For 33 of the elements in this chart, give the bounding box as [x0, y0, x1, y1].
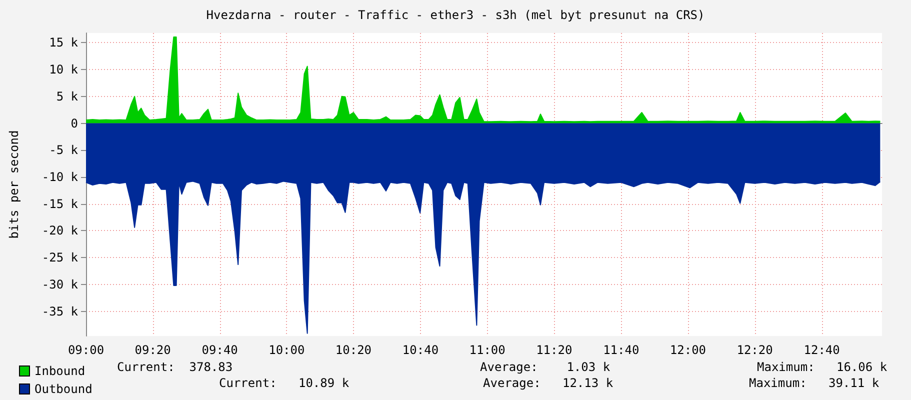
- legend-label: Outbound: [34, 382, 92, 396]
- x-tick-label: 11:00: [469, 343, 506, 357]
- y-tick-label: 15 k: [49, 36, 79, 50]
- y-tick-label: -20 k: [42, 224, 79, 238]
- x-tick-label: 12:00: [670, 343, 706, 357]
- legend-label: Inbound: [34, 364, 86, 378]
- text: Current: 10.89 k: [219, 376, 350, 390]
- text: Maximum: 16.06 k: [757, 360, 888, 374]
- x-tick-label: 10:00: [268, 343, 305, 357]
- y-tick-label: -25 k: [42, 250, 79, 265]
- text: Average: 1.03 k: [480, 360, 611, 374]
- x-tick-label: 09:20: [134, 343, 171, 357]
- x-tick-label: 09:40: [202, 343, 238, 357]
- text: Current: 378.83: [117, 360, 233, 374]
- x-tick-label: 10:20: [335, 343, 372, 357]
- text: Average: 12.13 k: [483, 376, 614, 390]
- y-tick-label: -15 k: [42, 196, 79, 211]
- x-tick-label: 11:40: [603, 343, 640, 357]
- y-tick-label: -5 k: [49, 143, 79, 158]
- x-tick-label: 11:20: [536, 343, 572, 357]
- y-tick-label: -30 k: [42, 277, 79, 292]
- y-tick-label: -35 k: [42, 304, 79, 318]
- y-tick-label: -10 k: [42, 170, 79, 184]
- y-axis-title: bits per second: [7, 130, 21, 239]
- text: Maximum: 39.11 k: [749, 376, 880, 390]
- x-tick-label: 09:00: [68, 343, 104, 357]
- x-tick-label: 12:20: [736, 343, 773, 357]
- x-tick-label: 12:40: [804, 343, 840, 357]
- y-tick-label: 5 k: [56, 89, 79, 104]
- x-tick-label: 10:40: [402, 343, 439, 357]
- chart-title: Hvezdarna - router - Traffic - ether3 - s3h (mel byt presunut na CRS): [206, 8, 705, 22]
- y-tick-label: 0: [70, 116, 78, 130]
- y-tick-label: 10 k: [49, 62, 79, 77]
